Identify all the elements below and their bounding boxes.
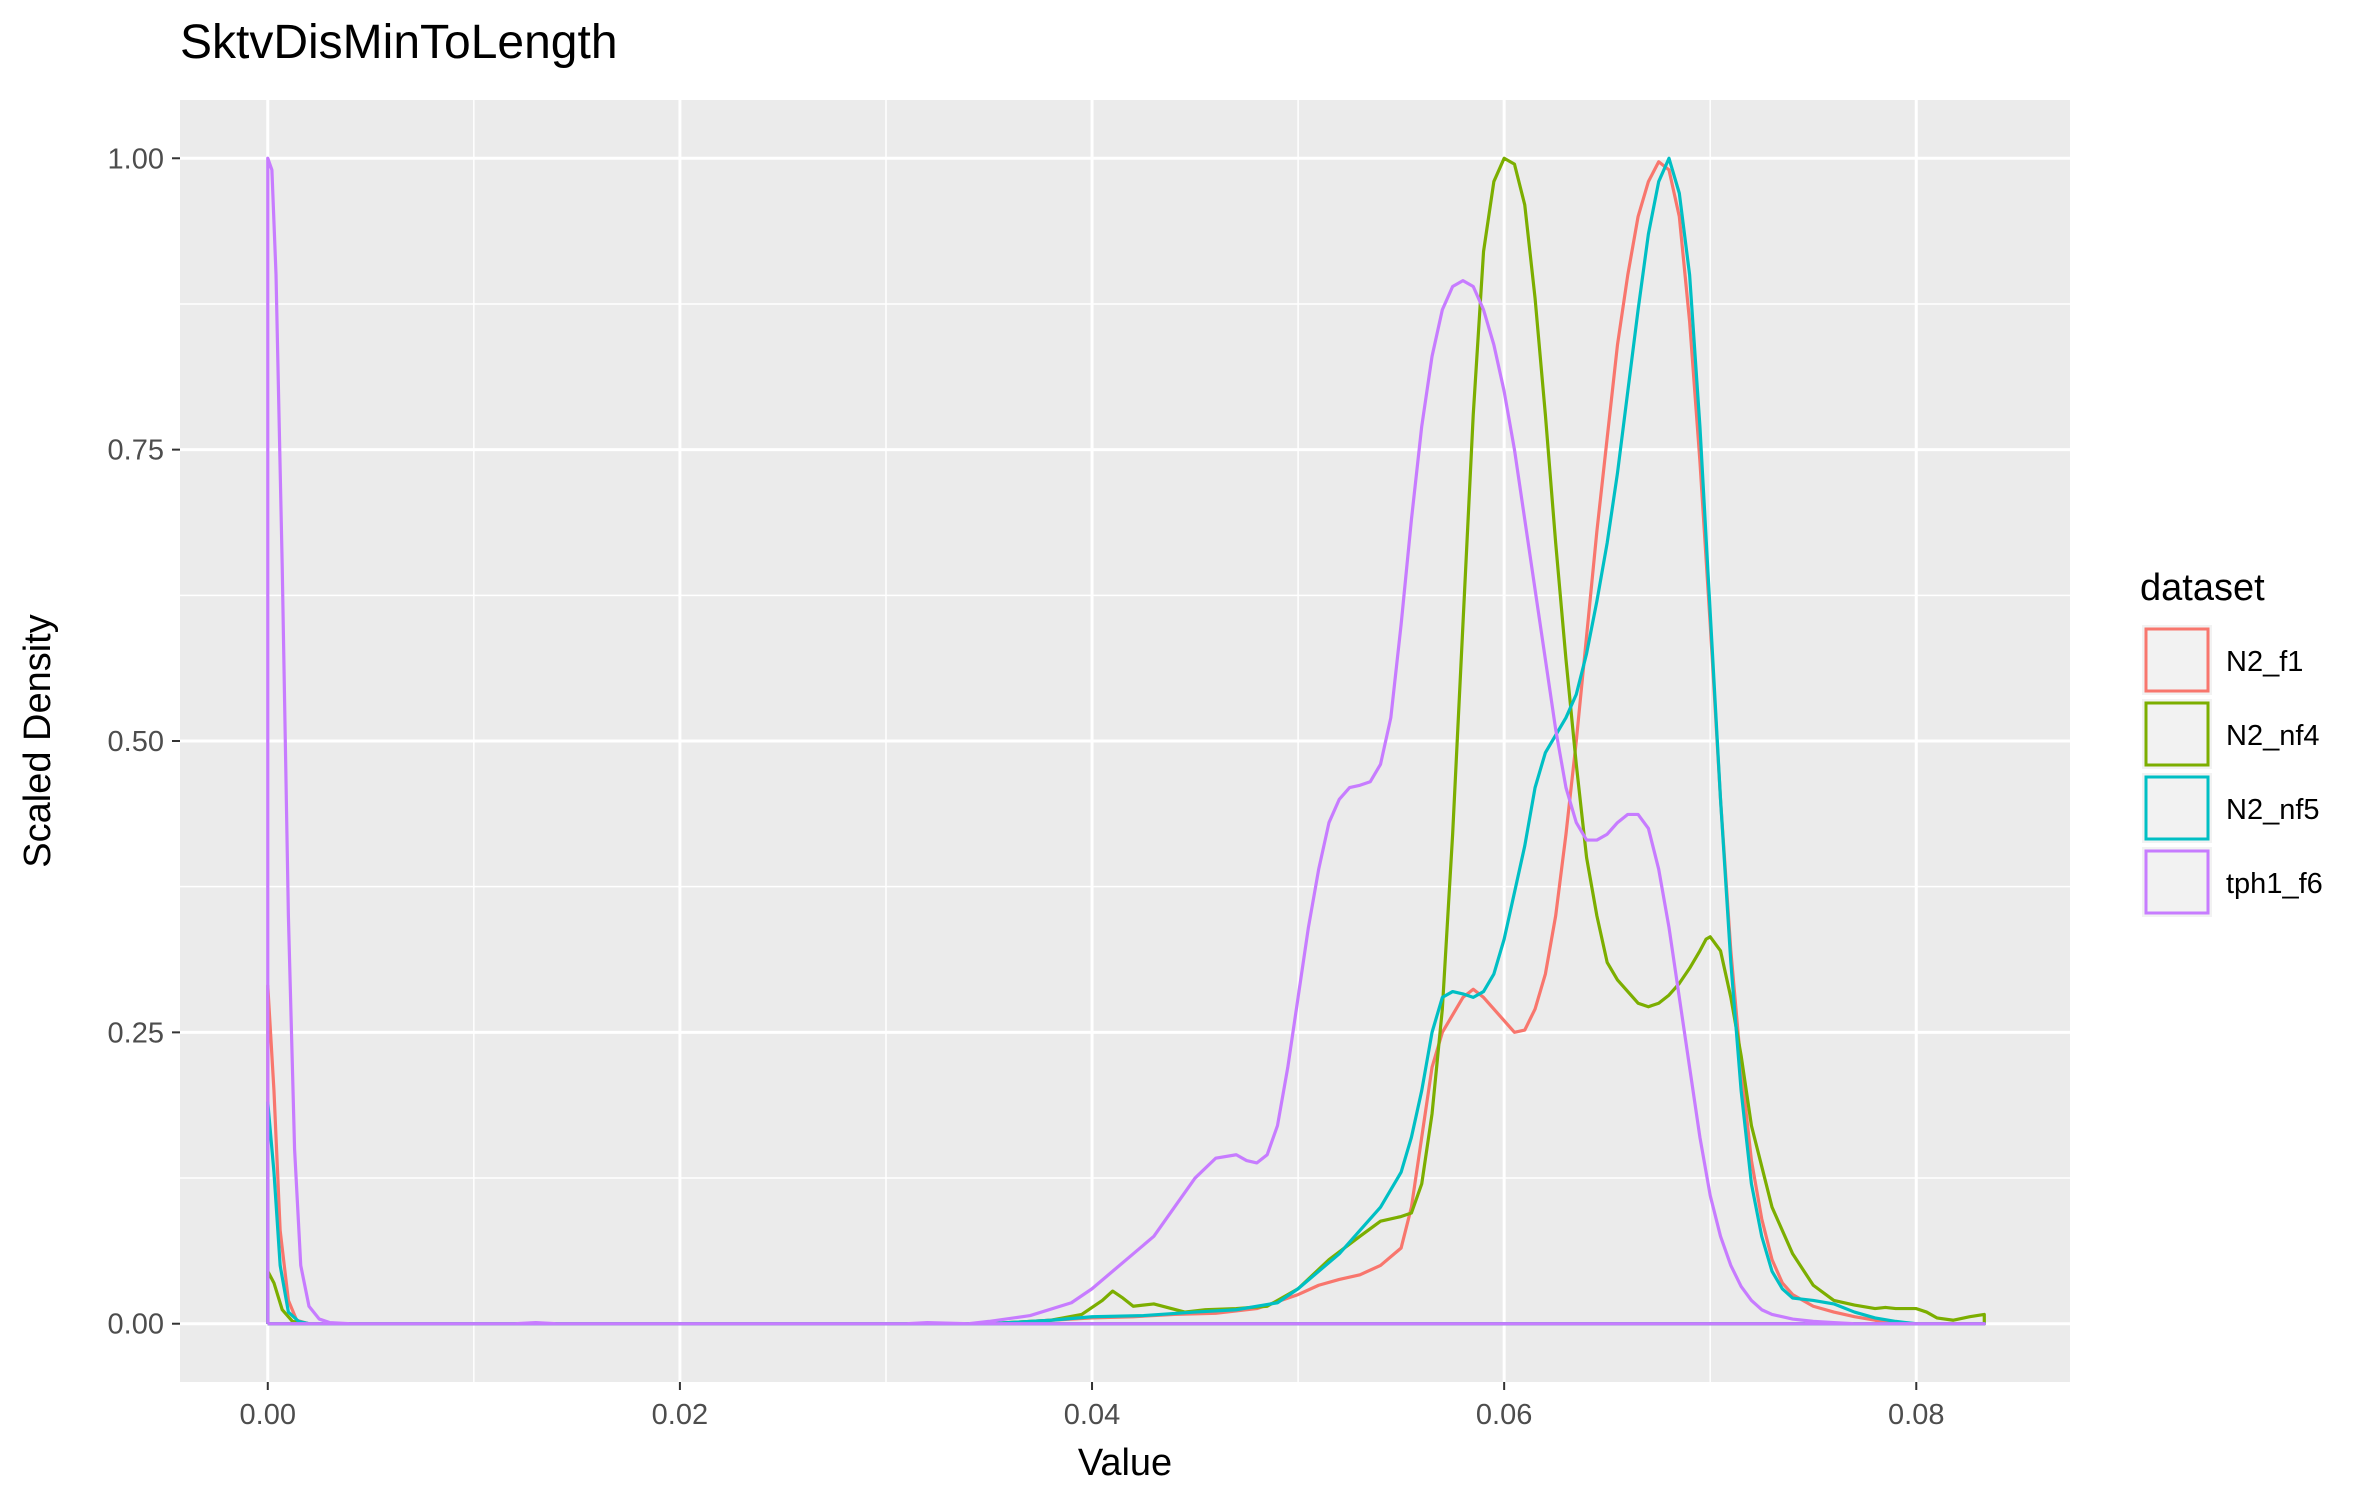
legend-key-swatch: [2144, 701, 2210, 767]
series-line-N2_nf5: [266, 156, 1986, 1326]
legend-key-bg: [2142, 699, 2212, 769]
y-tick-label: 1.00: [108, 143, 164, 175]
legend-key-bg: [2142, 625, 2212, 695]
series-line-tph1_f6: [266, 156, 1986, 1326]
legend-key-swatch: [2144, 627, 2210, 693]
y-axis: 0.00 0.25 0.50 0.75 1.00: [108, 143, 180, 1341]
x-tick-label: 0.04: [1064, 1399, 1120, 1431]
chart-title: SktvDisMinToLength: [180, 16, 618, 69]
legend-label: tph1_f6: [2226, 868, 2323, 900]
legend-key-bg: [2142, 847, 2212, 917]
y-tick-label: 0.25: [108, 1017, 164, 1049]
x-tick-label: 0.08: [1888, 1399, 1944, 1431]
x-axis-title: Value: [1078, 1442, 1172, 1484]
x-tick-label: 0.00: [240, 1399, 296, 1431]
legend-label: N2_nf4: [2226, 720, 2320, 752]
legend-label: N2_f1: [2226, 646, 2303, 678]
legend-key-swatch: [2144, 849, 2210, 915]
y-tick-label: 0.00: [108, 1309, 164, 1341]
series-line-N2_nf4: [266, 156, 1986, 1326]
series-layer: [266, 156, 1986, 1326]
x-axis: 0.00 0.02 0.04 0.06 0.08: [240, 1382, 1945, 1431]
x-tick-label: 0.02: [652, 1399, 708, 1431]
y-tick-label: 0.50: [108, 726, 164, 758]
legend: dataset N2_f1 N2_nf4 N2_nf5 tph1_f6: [2140, 567, 2323, 917]
legend-key-bg: [2142, 773, 2212, 843]
y-tick-label: 0.75: [108, 435, 164, 467]
legend-key-swatch: [2144, 775, 2210, 841]
legend-title: dataset: [2140, 567, 2265, 609]
legend-label: N2_nf5: [2226, 794, 2320, 826]
x-tick-label: 0.06: [1476, 1399, 1532, 1431]
y-axis-title: Scaled Density: [17, 614, 59, 867]
